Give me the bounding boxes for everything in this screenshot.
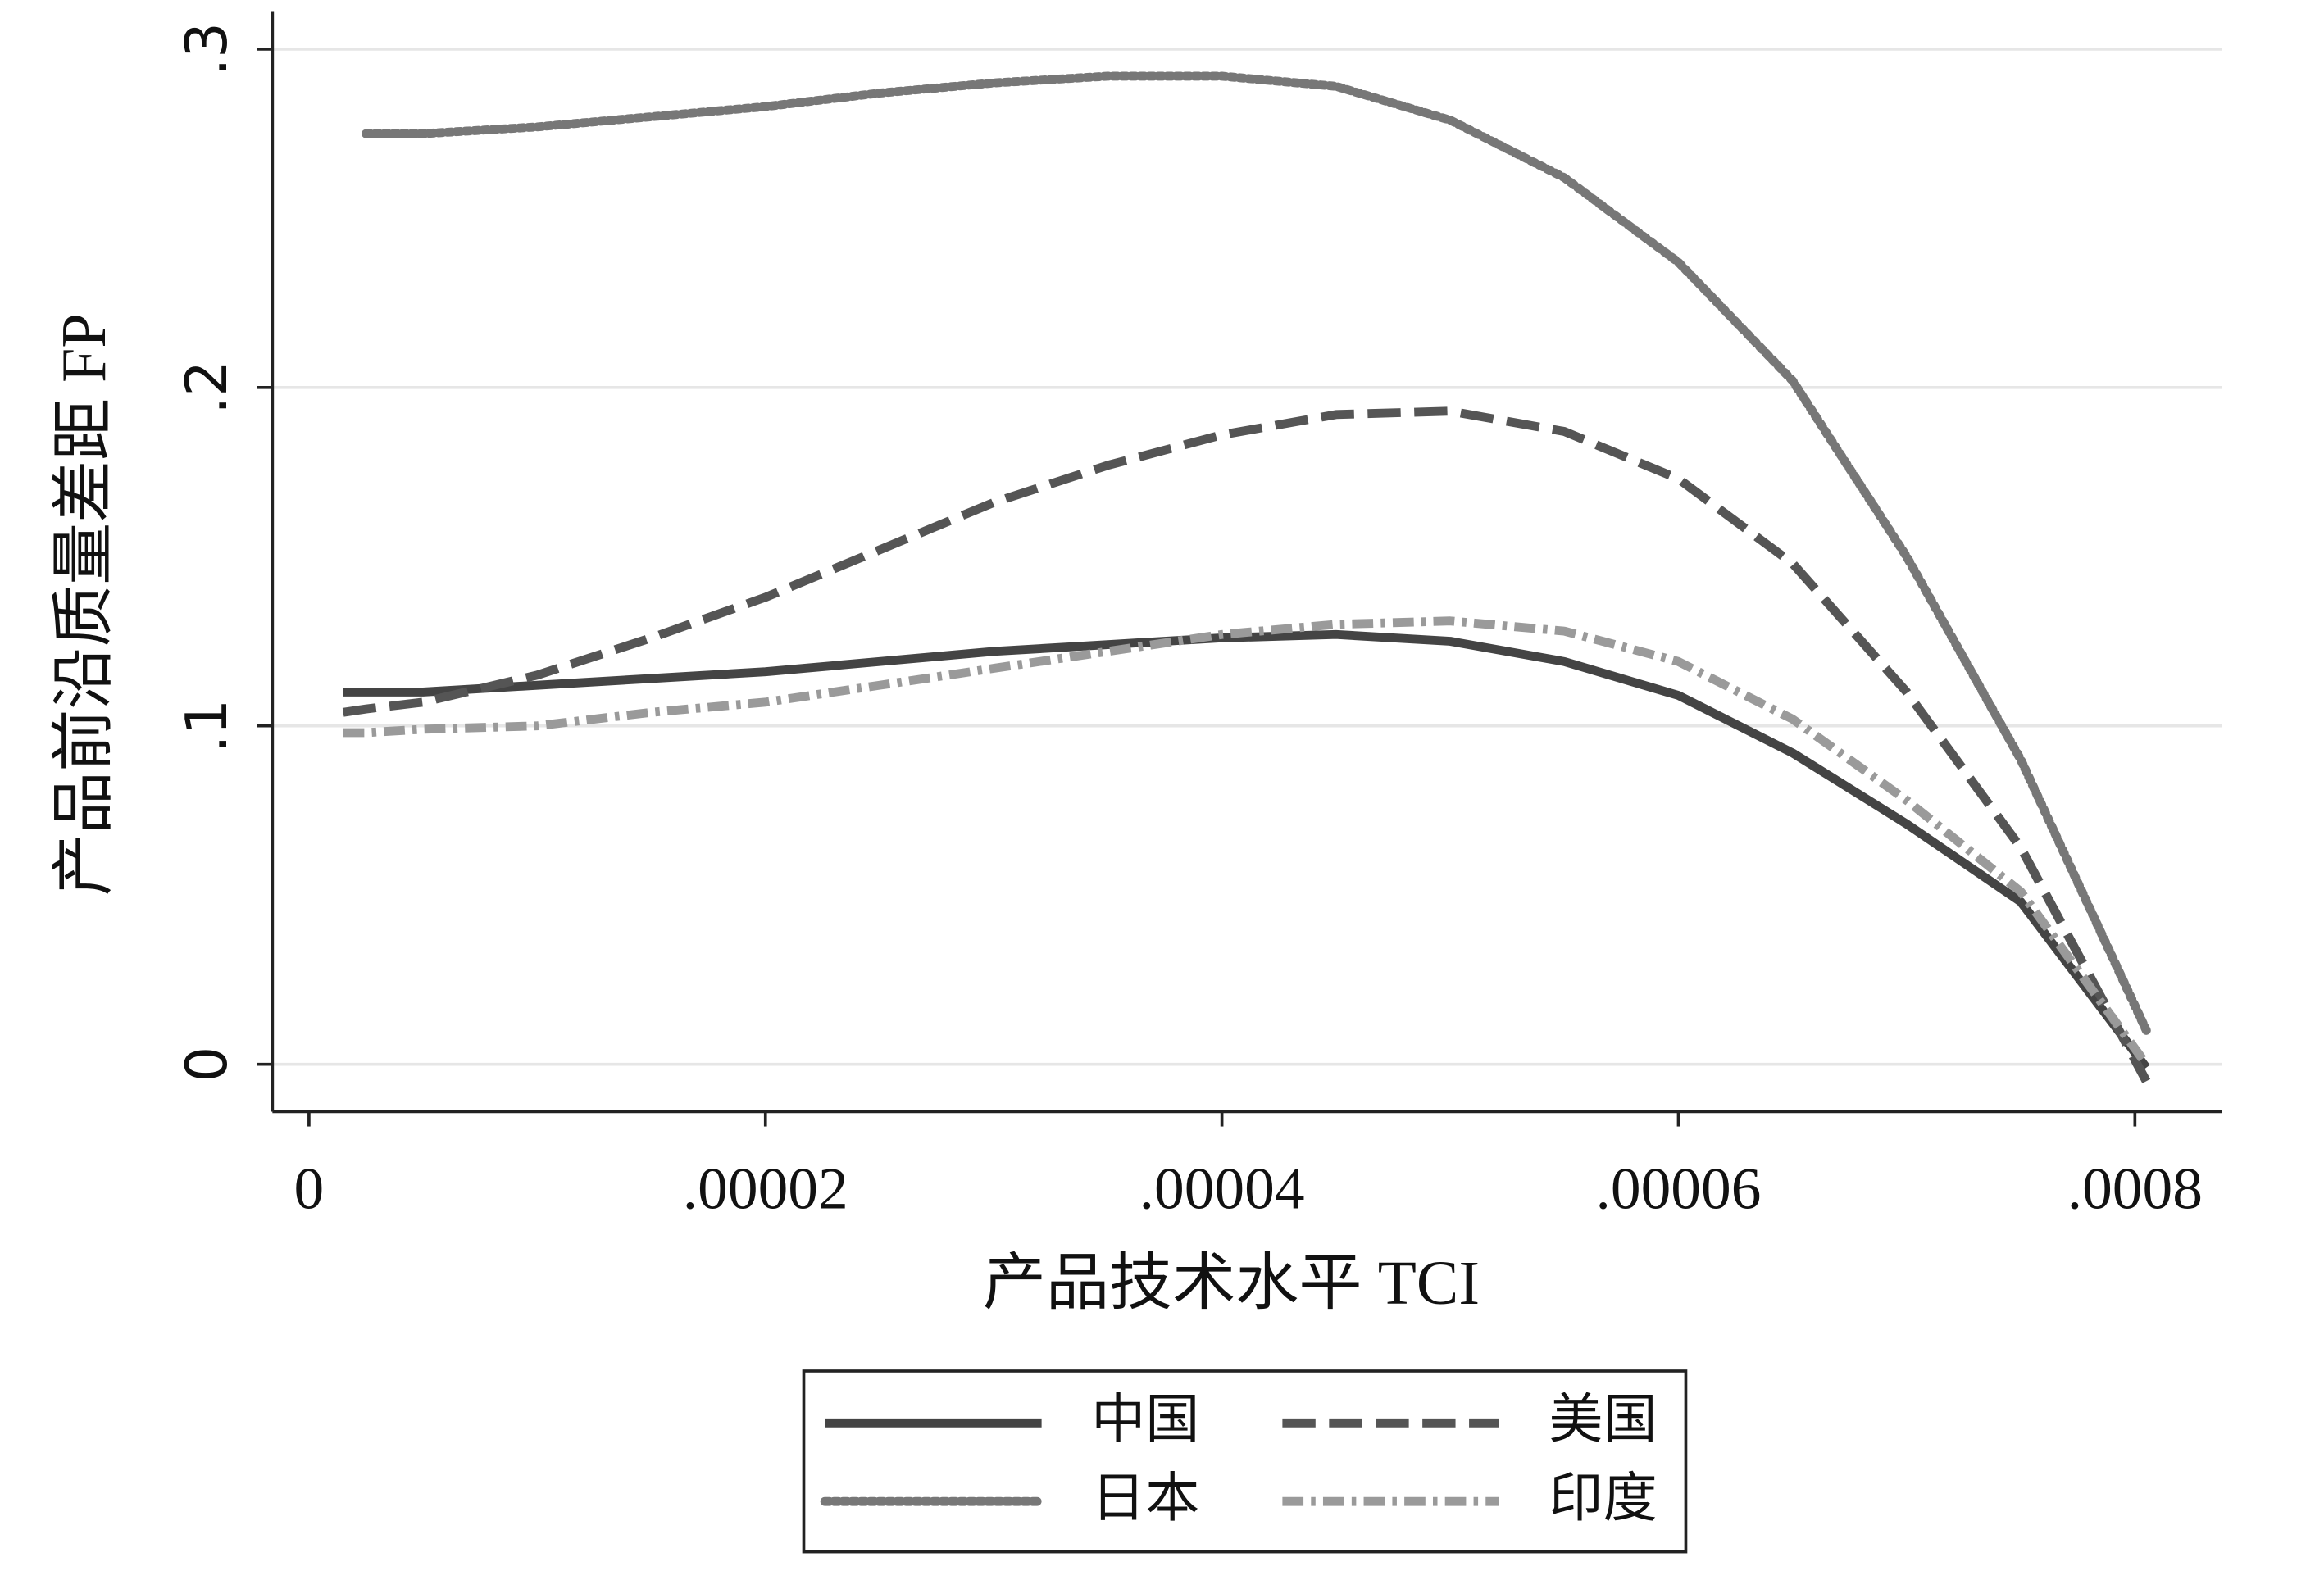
y-tick-label: .1 [175, 699, 241, 753]
series-line [361, 71, 2151, 1035]
x-axis-label: 产品技术水平 TCI [983, 1248, 1480, 1317]
series-line [343, 616, 2150, 1067]
y-tick-label: .3 [175, 22, 241, 76]
x-tick-label: .0008 [2067, 1155, 2203, 1221]
x-tick-label: .00002 [683, 1155, 848, 1221]
x-tick-label: .00004 [1139, 1155, 1305, 1221]
x-tick-label: .00006 [1596, 1155, 1762, 1221]
y-tick-label: 0 [175, 1047, 241, 1083]
legend-label: 印度 [1549, 1468, 1657, 1529]
legend-box [802, 1369, 1688, 1554]
legend-label: 美国 [1549, 1389, 1657, 1451]
legend-label: 中国 [1091, 1389, 1199, 1451]
series-line [342, 406, 2151, 1083]
y-axis-label: 产品前沿质量差距 FP [48, 313, 119, 896]
series-line [343, 629, 2150, 1071]
y-tick-label: .2 [175, 361, 241, 415]
legend-label: 日本 [1091, 1468, 1199, 1529]
x-tick-label: 0 [294, 1155, 325, 1221]
